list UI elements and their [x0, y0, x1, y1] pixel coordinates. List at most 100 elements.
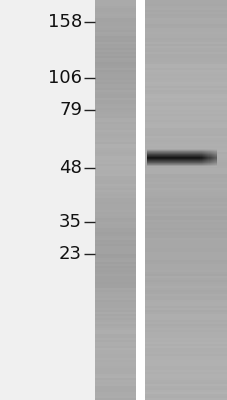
Bar	[144, 360, 227, 362]
Bar	[144, 320, 227, 322]
Bar	[94, 176, 135, 178]
Bar	[144, 88, 227, 90]
Bar	[144, 298, 227, 300]
Bar	[144, 268, 227, 270]
Bar	[144, 16, 227, 18]
Bar	[144, 126, 227, 128]
Bar	[94, 16, 135, 18]
Bar	[94, 318, 135, 320]
Bar	[94, 312, 135, 314]
Bar	[94, 134, 135, 136]
Bar	[135, 0, 144, 400]
Bar	[94, 120, 135, 122]
Bar	[144, 0, 227, 400]
Bar	[144, 98, 227, 100]
Bar	[94, 346, 135, 348]
Bar	[94, 214, 135, 216]
Bar	[200, 149, 201, 167]
Bar	[144, 204, 227, 206]
Bar	[144, 38, 227, 40]
Bar	[144, 10, 227, 12]
Bar	[94, 142, 135, 144]
Bar	[204, 149, 205, 167]
Bar	[144, 256, 227, 258]
Bar	[144, 44, 227, 46]
Bar	[94, 348, 135, 350]
Bar	[94, 84, 135, 86]
Bar	[144, 156, 227, 158]
Bar	[94, 94, 135, 96]
Bar	[94, 138, 135, 140]
Bar	[144, 194, 227, 196]
Bar	[144, 164, 227, 166]
Bar	[144, 338, 227, 340]
Bar	[144, 80, 227, 82]
Bar	[94, 124, 135, 126]
Bar	[144, 24, 227, 26]
Bar	[144, 278, 227, 280]
Bar	[144, 92, 227, 94]
Bar	[94, 264, 135, 266]
Bar	[94, 314, 135, 316]
Bar	[94, 392, 135, 394]
Bar	[94, 56, 135, 58]
Bar	[94, 40, 135, 42]
Bar	[144, 198, 227, 200]
Bar	[207, 149, 209, 167]
Bar	[94, 90, 135, 92]
Bar	[94, 266, 135, 268]
Bar	[144, 352, 227, 354]
Bar	[94, 352, 135, 354]
Bar	[94, 114, 135, 116]
Bar	[144, 300, 227, 302]
Bar	[144, 396, 227, 398]
Bar	[94, 28, 135, 30]
Bar	[144, 386, 227, 388]
Bar	[94, 310, 135, 312]
Bar	[94, 106, 135, 108]
Bar	[94, 286, 135, 288]
Bar	[144, 232, 227, 234]
Bar	[94, 162, 135, 164]
Bar	[94, 260, 135, 262]
Bar	[144, 328, 227, 330]
Bar	[94, 64, 135, 66]
Bar	[144, 144, 227, 146]
Bar	[94, 140, 135, 142]
Bar	[144, 374, 227, 376]
Bar	[144, 90, 227, 92]
Bar	[94, 322, 135, 324]
Bar	[94, 98, 135, 100]
Bar	[144, 206, 227, 208]
Bar	[94, 60, 135, 62]
Bar	[144, 162, 227, 164]
Bar	[144, 264, 227, 266]
Bar	[94, 2, 135, 4]
Bar	[144, 48, 227, 50]
Bar	[94, 160, 135, 162]
Bar	[144, 182, 227, 184]
Bar	[144, 252, 227, 254]
Bar	[144, 216, 227, 218]
Bar	[144, 112, 227, 114]
Bar	[94, 58, 135, 60]
Bar	[144, 78, 227, 80]
Bar	[94, 240, 135, 242]
Bar	[94, 230, 135, 232]
Bar	[94, 344, 135, 346]
Bar	[144, 2, 227, 4]
Bar	[212, 149, 213, 167]
Bar	[144, 378, 227, 380]
Bar	[94, 66, 135, 68]
Bar	[144, 236, 227, 238]
Bar	[144, 176, 227, 178]
Bar	[144, 154, 227, 156]
Bar	[210, 149, 211, 167]
Bar	[94, 300, 135, 302]
Bar	[94, 168, 135, 170]
Bar	[94, 276, 135, 278]
Bar	[144, 224, 227, 226]
Bar	[144, 370, 227, 372]
Bar	[144, 142, 227, 144]
Bar	[144, 322, 227, 324]
